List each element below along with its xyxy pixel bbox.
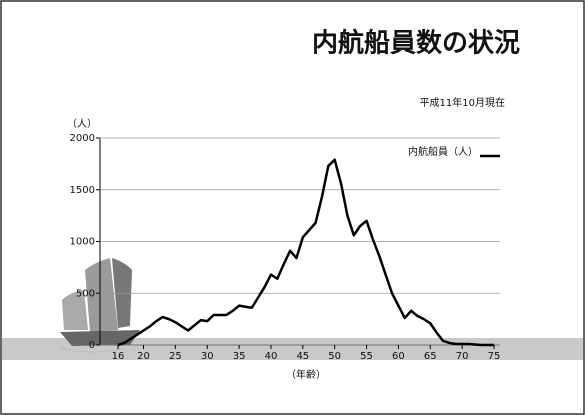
x-tick-label: 50 — [328, 351, 341, 362]
x-tick-label: 70 — [456, 351, 469, 362]
subtitle: 平成11年10月現在 — [420, 96, 505, 109]
x-tick-label: 20 — [137, 351, 150, 362]
y-tick-label: 0 — [89, 340, 95, 351]
x-tick-label: 30 — [201, 351, 214, 362]
x-axis-label: （年齢） — [286, 368, 326, 381]
x-tick-label: 40 — [265, 351, 278, 362]
x-tick-label: 45 — [296, 351, 309, 362]
x-tick-label: 75 — [488, 351, 501, 362]
legend-label: 内航船員（人） — [408, 145, 478, 158]
x-tick-label: 25 — [169, 351, 182, 362]
x-tick-label: 65 — [424, 351, 437, 362]
floor-band — [2, 338, 583, 360]
chart-title: 内航船員数の状況 — [312, 28, 520, 59]
x-tick-label: 35 — [233, 351, 246, 362]
y-tick-label: 2000 — [70, 133, 95, 144]
y-tick-label: 1500 — [70, 185, 95, 196]
y-tick-label: 1000 — [70, 237, 95, 248]
y-axis-label: （人） — [67, 118, 97, 130]
x-tick-label: 55 — [360, 351, 373, 362]
y-tick-label: 500 — [76, 288, 95, 299]
x-tick-label: 60 — [392, 351, 405, 362]
data-line — [117, 158, 494, 347]
x-tick-label: 16 — [112, 351, 125, 362]
